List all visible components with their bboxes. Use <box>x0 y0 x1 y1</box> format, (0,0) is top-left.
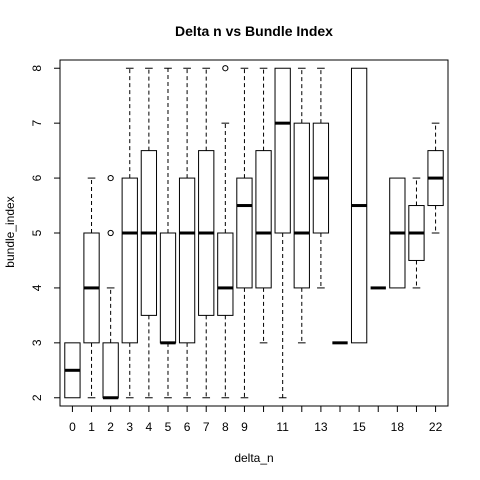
y-axis: 2 3 4 5 6 7 8 <box>30 65 61 401</box>
box-body <box>121 177 138 344</box>
box-body <box>159 232 177 344</box>
boxes-layer <box>64 65 444 400</box>
box-4 <box>140 67 158 399</box>
x-tick-label: 9 <box>241 420 248 434</box>
box-1 <box>83 177 100 399</box>
box-body <box>102 342 119 399</box>
x-tick-label: 15 <box>352 420 366 434</box>
x-tick-label: 6 <box>184 420 191 434</box>
box-body <box>217 232 234 316</box>
box-13 <box>312 67 330 289</box>
box-9 <box>236 67 253 399</box>
x-tick-label: 5 <box>165 420 172 434</box>
box-7 <box>198 67 215 399</box>
x-tick-label: 11 <box>276 420 289 434</box>
box-body <box>178 177 196 344</box>
outlier-point <box>107 174 114 182</box>
box-5 <box>159 67 177 399</box>
box-22 <box>427 122 444 234</box>
box-11 <box>274 67 291 399</box>
x-tick-label: 4 <box>146 420 153 434</box>
x-tick-label: 18 <box>391 420 405 434</box>
box-12 <box>293 67 310 344</box>
x-tick-label: 22 <box>429 420 443 434</box>
box-0 <box>64 342 81 399</box>
y-tick-label: 4 <box>30 284 44 291</box>
outlier-point <box>107 229 114 237</box>
x-tick-label: 2 <box>107 420 114 434</box>
chart-title: Delta n vs Bundle Index <box>175 23 333 39</box>
box-3 <box>121 67 138 399</box>
box-body <box>255 150 272 289</box>
box-body <box>236 177 253 289</box>
box-body <box>274 67 291 234</box>
y-tick-label: 3 <box>30 339 44 346</box>
x-tick-label: 3 <box>126 420 133 434</box>
box-18 <box>389 177 406 289</box>
box-6 <box>178 67 196 399</box>
x-tick-label: 8 <box>222 420 229 434</box>
y-tick-label: 7 <box>30 120 44 127</box>
box-10 <box>255 67 272 344</box>
x-axis: 0 1 2 3 4 5 6 7 8 9 11 13 15 18 22 <box>69 405 443 434</box>
box-2 <box>102 174 119 400</box>
y-tick-label: 8 <box>30 65 44 72</box>
box-8 <box>217 65 234 399</box>
y-axis-label: bundle_index <box>3 196 17 267</box>
y-tick-label: 6 <box>30 174 44 181</box>
outlier-point <box>222 65 229 72</box>
box-20 <box>408 177 425 289</box>
x-tick-label: 7 <box>203 420 210 434</box>
x-tick-label: 13 <box>314 420 328 434</box>
box-15 <box>350 67 368 344</box>
box-body <box>293 122 310 289</box>
y-tick-label: 2 <box>30 394 44 401</box>
x-tick-label: 0 <box>69 420 76 434</box>
x-tick-label: 1 <box>88 420 95 434</box>
y-tick-label: 5 <box>30 229 44 236</box>
x-axis-label: delta_n <box>234 451 273 465</box>
